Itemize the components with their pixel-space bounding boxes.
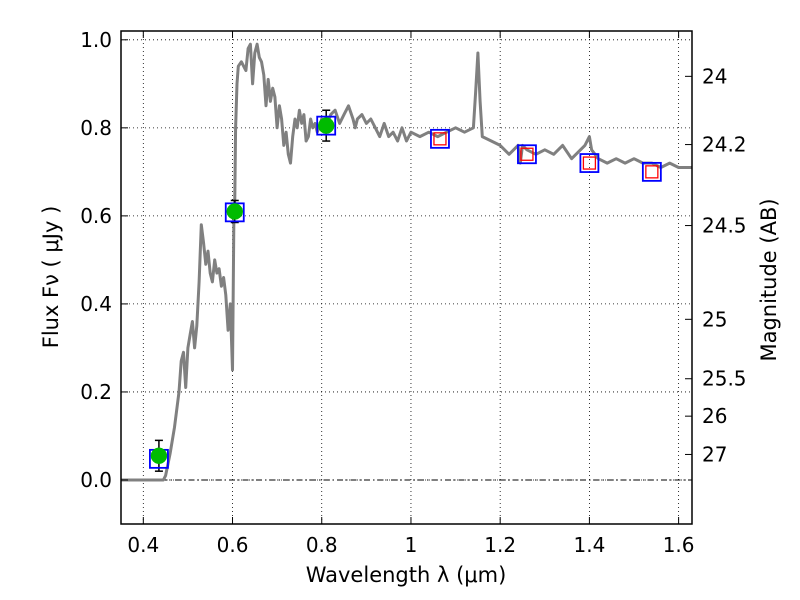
y-tick-label: 1.0	[80, 28, 112, 52]
x-tick-label: 0.8	[306, 533, 338, 557]
y2-tick-label: 25	[702, 307, 727, 331]
nir-band-square-outer	[579, 153, 600, 173]
x-tick-label: 1	[405, 533, 418, 557]
nir-band-square-outer	[430, 128, 450, 149]
x-tick-label: 1.6	[663, 533, 695, 557]
y2-tick-label: 25.5	[702, 367, 747, 391]
y2-tick-label: 27	[702, 442, 727, 466]
model-band-square	[316, 115, 337, 136]
y2-axis-label: Magnitude (AB)	[757, 198, 781, 361]
nir-band-square-inner	[433, 132, 447, 146]
x-tick-label: 1.4	[573, 533, 605, 557]
y2-tick-label: 24	[702, 64, 727, 88]
plot-frame	[120, 30, 693, 525]
y-tick-label: 0.6	[80, 204, 112, 228]
ticks	[121, 31, 692, 524]
y2-tick-label: 24.2	[702, 133, 747, 157]
nir-band-square-outer	[641, 161, 662, 182]
y-tick-label: 0.2	[80, 380, 112, 404]
y2-tick-label: 26	[702, 404, 727, 428]
x-axis-label: Wavelength λ (μm)	[306, 563, 507, 587]
y-tick-label: 0.4	[80, 292, 112, 316]
nir-band-square-inner	[520, 147, 534, 161]
observed-point	[150, 447, 168, 465]
observed-point	[226, 203, 244, 220]
y-axis-label: Flux Fν ( μJy )	[39, 206, 63, 349]
nir-band-square-inner	[645, 165, 659, 179]
x-tick-label: 0.4	[127, 533, 159, 557]
y2-tick-label: 24.5	[702, 214, 747, 238]
x-tick-label: 1.2	[484, 533, 516, 557]
observed-point	[317, 117, 335, 134]
y-tick-label: 0.8	[80, 116, 112, 140]
y-tick-label: 0.0	[80, 468, 112, 492]
x-tick-label: 0.6	[217, 533, 249, 557]
markers	[149, 109, 662, 472]
nir-band-square-inner	[582, 156, 597, 170]
tick-labels: 0.4 0.6 0.8 1 1.2 1.4 1.6 0.0 0.2 0.4 0.6 0.8 1.0 24 2…	[80, 28, 746, 557]
nir-band-square-outer	[517, 144, 537, 165]
